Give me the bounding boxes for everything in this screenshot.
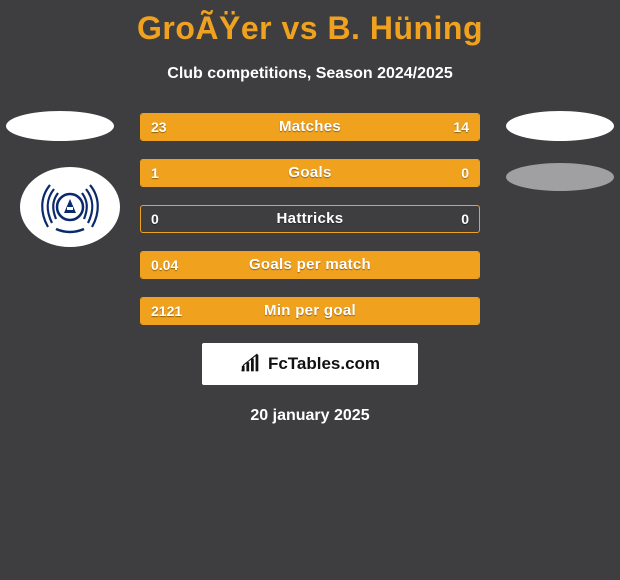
branding-text: FcTables.com xyxy=(268,354,380,374)
snapshot-date: 20 january 2025 xyxy=(0,407,620,425)
player-right-badge-oval xyxy=(506,111,614,141)
stat-label: Matches xyxy=(141,114,479,140)
subtitle: Club competitions, Season 2024/2025 xyxy=(0,65,620,83)
page-title: GroÃŸer vs B. Hüning xyxy=(0,0,620,47)
stat-row-hattricks: 0 Hattricks 0 xyxy=(140,205,480,233)
stat-bars: 23 Matches 14 1 Goals 0 0 Hattricks 0 0.… xyxy=(140,113,480,325)
stat-row-matches: 23 Matches 14 xyxy=(140,113,480,141)
player-right-badge-oval-2 xyxy=(506,163,614,191)
player-left-badge-oval xyxy=(6,111,114,141)
club-logo-icon xyxy=(34,171,106,243)
stat-row-min-per-goal: 2121 Min per goal xyxy=(140,297,480,325)
stat-label: Hattricks xyxy=(141,206,479,232)
stat-right-value: 0 xyxy=(461,160,469,186)
bar-chart-icon xyxy=(240,353,262,375)
stat-right-value: 0 xyxy=(461,206,469,232)
comparison-chart: 23 Matches 14 1 Goals 0 0 Hattricks 0 0.… xyxy=(0,113,620,425)
stat-row-goals: 1 Goals 0 xyxy=(140,159,480,187)
stat-label: Goals per match xyxy=(141,252,479,278)
stat-row-goals-per-match: 0.04 Goals per match xyxy=(140,251,480,279)
player-left-club-badge xyxy=(20,167,120,247)
stat-label: Min per goal xyxy=(141,298,479,324)
branding-badge: FcTables.com xyxy=(202,343,418,385)
stat-right-value: 14 xyxy=(453,114,469,140)
stat-label: Goals xyxy=(141,160,479,186)
